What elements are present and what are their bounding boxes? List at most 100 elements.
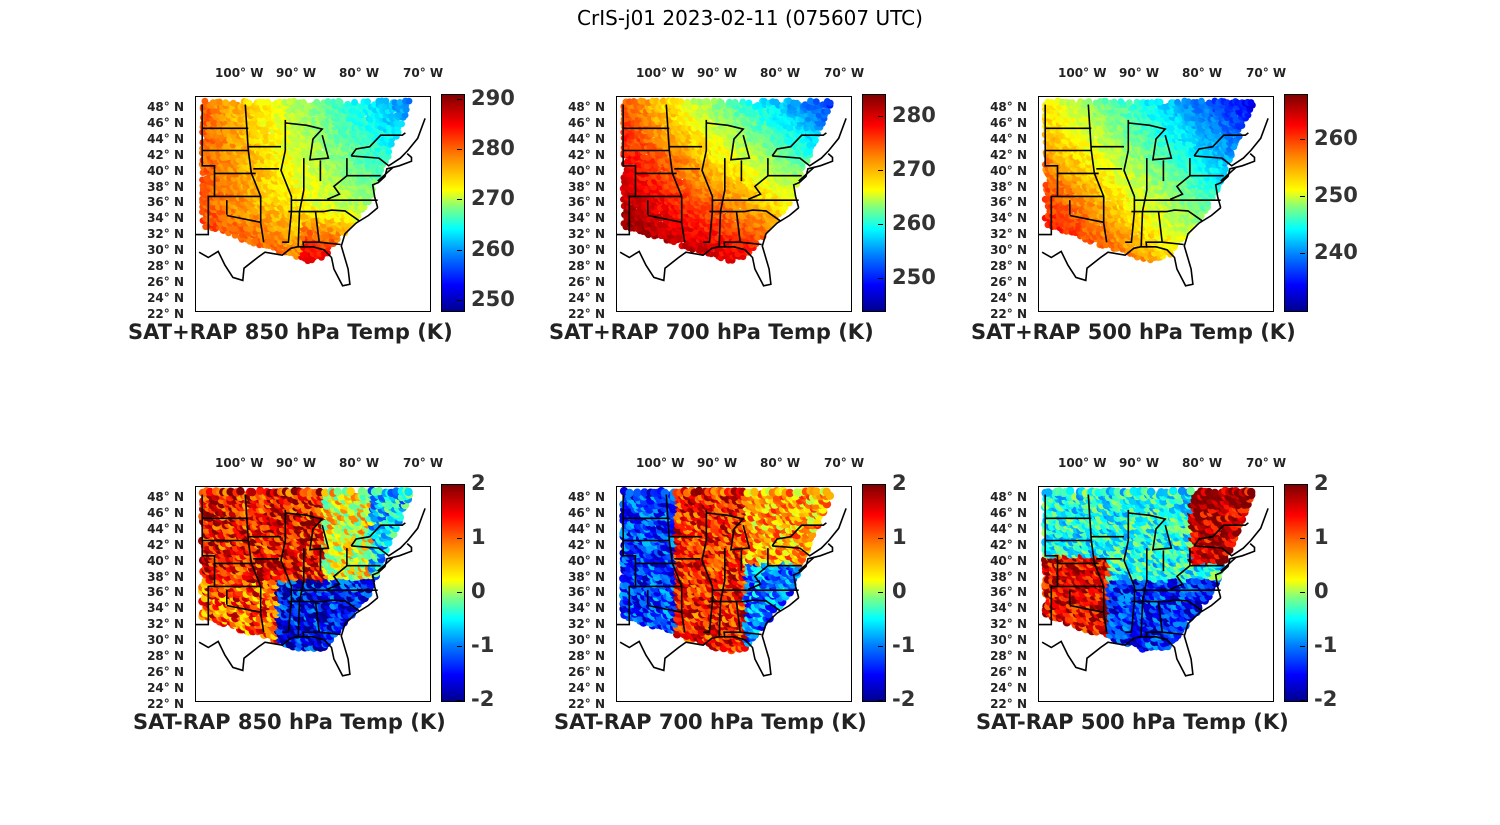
swath-sample [793,99,801,107]
colorbar-tick-mark [878,115,883,117]
figure-title: CrIS-j01 2023-02-11 (075607 UTC) [577,6,923,30]
colorbar-tick-mark [878,169,883,171]
swath-sample [276,98,284,106]
latitude-label: 42° N [147,147,184,162]
swath-sample [201,97,209,105]
swath-sample [343,216,351,224]
colorbar-tick-mark [457,199,462,201]
colorbar-tick-label: 290 [471,86,515,111]
swath-sample [222,99,229,107]
colorbar-tick-label: 260 [892,210,936,235]
colorbar-tick-mark [878,277,883,279]
swath-sample [382,97,390,105]
swath-sample [316,150,324,157]
longitude-label: 70° W [403,66,444,80]
state-boundary [701,119,714,243]
swath-sample [347,162,354,170]
swath-sample [229,99,237,107]
state-boundary [319,241,341,246]
state-boundary [665,104,686,243]
latitude-label: 32° N [147,227,184,242]
latitude-label: 22° N [568,306,605,321]
latitude-label: 24° N [147,290,184,305]
swath-sample [1047,166,1055,173]
state-boundary [288,209,360,222]
swath-sample [405,97,413,105]
latitude-label: 36° N [147,195,184,210]
swath-sample [731,98,739,106]
swath-sample [1204,200,1212,208]
swath-sample [812,98,820,105]
swath-sample [351,98,358,106]
swath-sample [677,98,685,105]
latitude-label: 48° N [147,100,184,114]
latitude-label: 44° N [147,131,184,146]
swath-sample [772,98,780,106]
colorbar-tick-label: 280 [892,102,936,127]
swath-sample [401,111,409,119]
latitude-label: 28° N [568,259,605,273]
latitude-label: 34° N [568,211,605,226]
latitude-label: 26° N [568,274,605,289]
swath-sample [396,99,404,106]
state-boundary [244,104,265,243]
colorbar [441,94,465,312]
swath-sample [377,166,385,174]
swath-sample [739,98,747,106]
state-boundary [302,211,321,248]
swath-sample [745,99,753,107]
latitude-label: 30° N [568,243,605,258]
swath-sample [683,98,691,106]
latitude-label: 28° N [147,259,184,273]
state-boundary [706,122,751,161]
colorbar-tick-mark [457,99,462,101]
longitude-label: 80° W [760,66,801,80]
colorbar-tick-mark [457,149,462,151]
latitude-label: 42° N [568,147,605,162]
swath-sample [330,98,337,106]
latitude-label: 46° N [568,115,605,130]
latitude-label: 44° N [568,131,605,146]
state-boundary [619,207,800,287]
swath-sample [313,98,321,106]
colorbar-tick-label: 260 [471,236,515,261]
longitude-label: 100° W [636,66,685,80]
state-boundary [351,118,426,167]
map-area [195,96,431,312]
swath-sample [216,98,223,106]
swath-sample [306,229,314,237]
state-boundary [747,158,769,201]
swath-sample [1054,162,1062,170]
swath-sample [354,136,362,144]
latitude-label: 26° N [147,274,184,289]
longitude-label: 90° W [697,66,738,80]
latitude-label: 32° N [568,227,605,242]
state-boundary [226,214,261,224]
latitude-label: 36° N [568,195,605,210]
swath-sample [1105,200,1112,208]
swath-sample [340,157,348,165]
state-boundary [285,122,330,161]
swath-sample [824,108,831,115]
swath-sample [1118,237,1126,245]
latitude-label: 22° N [147,306,184,321]
state-boundary [647,214,682,224]
panel-title: SAT+RAP 850 hPa Temp (K) [128,320,453,344]
swath-sample [364,98,371,105]
swath-sample [726,98,733,106]
swath-sample [264,98,272,106]
state-boundary [740,241,762,246]
swath-sample [812,136,819,144]
panel-title: SAT+RAP 700 hPa Temp (K) [549,320,874,344]
latitude-label: 38° N [147,179,184,194]
swath-sample [1193,177,1201,185]
colorbar-tick-mark [457,299,462,301]
longitude-label: 90° W [276,66,317,80]
swath-sample [680,170,687,178]
longitude-label: 100° W [215,66,264,80]
colorbar-tick-mark [878,223,883,225]
state-boundary [771,132,827,157]
colorbar-tick-label: 270 [471,186,515,211]
swath-sample [252,237,260,245]
colorbar-tick-mark [457,249,462,251]
